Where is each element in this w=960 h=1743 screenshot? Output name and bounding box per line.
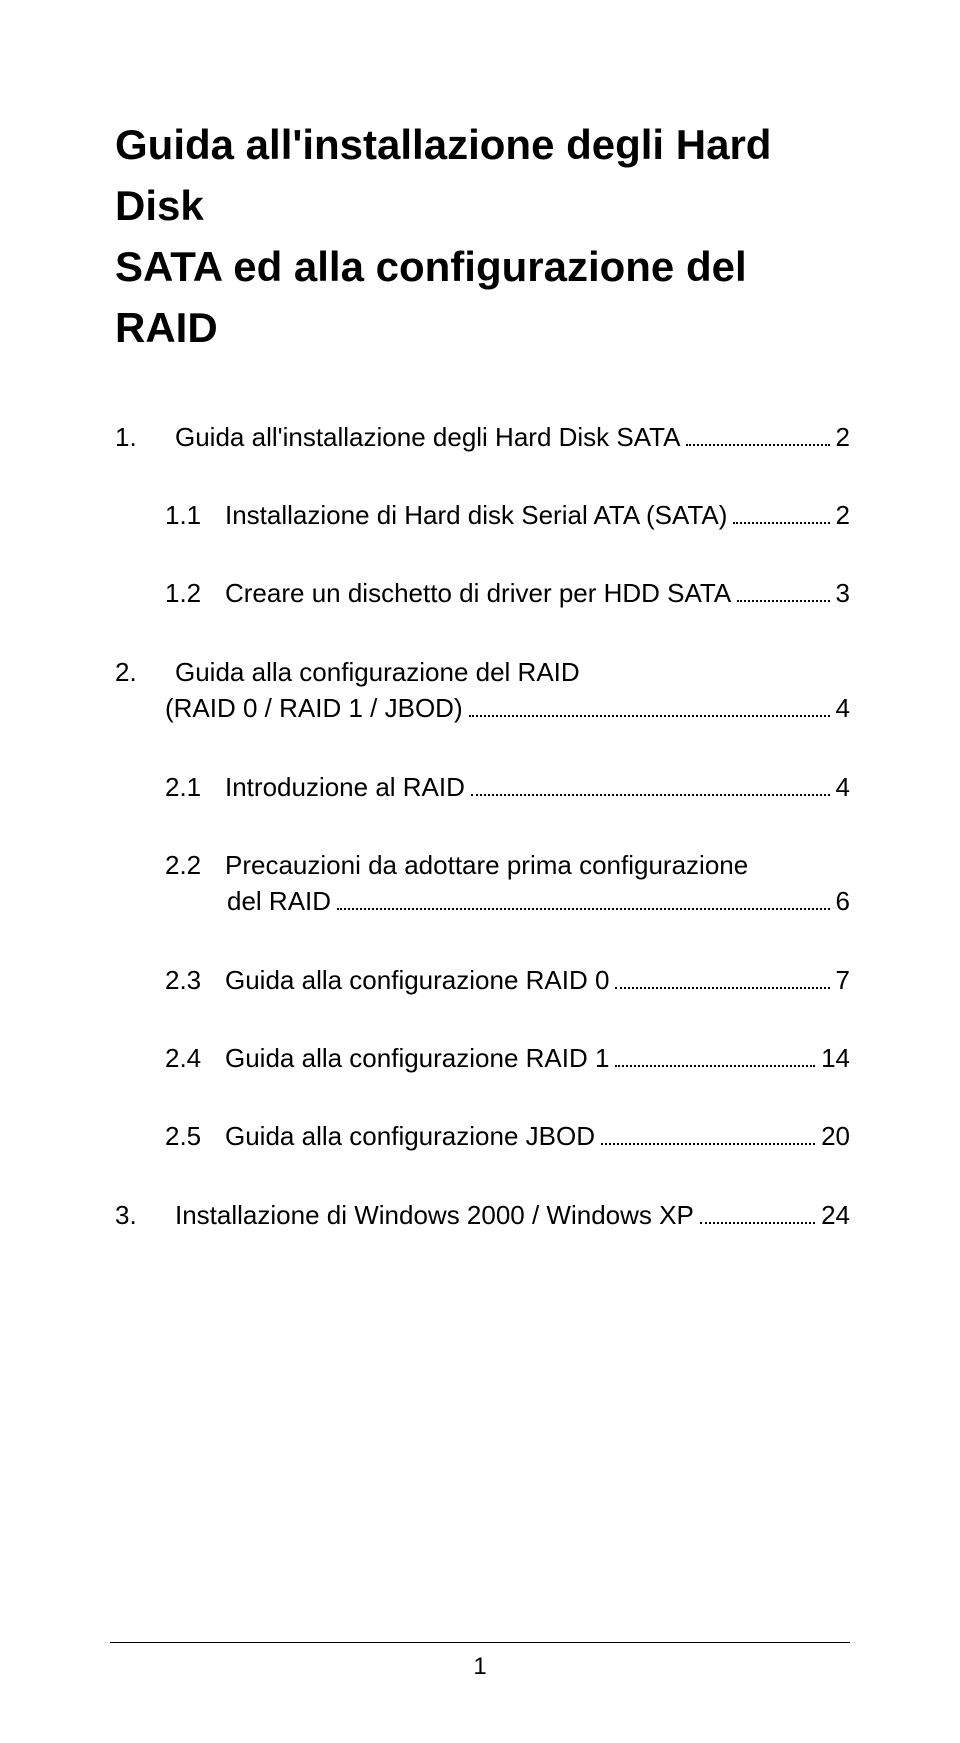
toc-leader-dots [615,987,829,989]
toc-leader-dots [686,444,829,446]
toc-entry-1-2: 1.2 Creare un dischetto di driver per HD… [115,575,850,611]
table-of-contents: 1. Guida all'installazione degli Hard Di… [115,419,850,1234]
toc-leader-dots [337,908,829,910]
toc-entry-2-4: 2.4 Guida alla configurazione RAID 1 14 [115,1040,850,1076]
toc-label: Guida all'installazione degli Hard Disk … [165,419,680,455]
toc-leader-dots [737,600,829,602]
toc-num: 2.4 [165,1040,215,1076]
toc-leader-dots [471,794,830,796]
toc-num: 2.3 [165,962,215,998]
toc-label-line2: (RAID 0 / RAID 1 / JBOD) [165,690,463,726]
toc-num: 1.2 [165,575,215,611]
toc-label-line1: Guida alla configurazione del RAID [165,654,580,690]
footer-page-number: 1 [0,1653,960,1681]
toc-page: 3 [836,575,850,611]
toc-num: 2. [115,654,165,690]
toc-leader-dots [469,715,830,717]
toc-num: 2.2 [165,847,215,883]
page-title: Guida all'installazione degli Hard Disk … [115,115,850,359]
toc-page: 20 [821,1118,850,1154]
toc-page: 14 [821,1040,850,1076]
toc-page: 4 [836,769,850,805]
toc-num: 1.1 [165,497,215,533]
toc-entry-2-5: 2.5 Guida alla configurazione JBOD 20 [115,1118,850,1154]
toc-label: Installazione di Windows 2000 / Windows … [165,1197,694,1233]
toc-page: 6 [836,883,850,919]
toc-label: Creare un dischetto di driver per HDD SA… [215,575,731,611]
toc-num: 2.1 [165,769,215,805]
toc-leader-dots [733,522,829,524]
toc-label: Guida alla configurazione JBOD [215,1118,595,1154]
toc-entry-1: 1. Guida all'installazione degli Hard Di… [115,419,850,455]
toc-entry-3: 3. Installazione di Windows 2000 / Windo… [115,1197,850,1233]
footer-rule [110,1642,850,1643]
title-line-2: SATA ed alla configurazione del RAID [115,237,850,359]
toc-leader-dots [700,1222,815,1224]
toc-label: Guida alla configurazione RAID 1 [215,1040,609,1076]
toc-label-line2: del RAID [227,883,331,919]
toc-entry-2-2: 2.2 Precauzioni da adottare prima config… [115,847,850,920]
toc-label: Guida alla configurazione RAID 0 [215,962,609,998]
toc-page: 2 [836,497,850,533]
toc-entry-2-3: 2.3 Guida alla configurazione RAID 0 7 [115,962,850,998]
toc-page: 7 [836,962,850,998]
document-page: Guida all'installazione degli Hard Disk … [0,0,960,1743]
toc-label-line1: Precauzioni da adottare prima configuraz… [215,847,748,883]
title-line-1: Guida all'installazione degli Hard Disk [115,115,850,237]
toc-page: 4 [836,690,850,726]
toc-page: 24 [821,1197,850,1233]
toc-entry-1-1: 1.1 Installazione di Hard disk Serial AT… [115,497,850,533]
toc-num: 2.5 [165,1118,215,1154]
toc-entry-2-1: 2.1 Introduzione al RAID 4 [115,769,850,805]
toc-leader-dots [601,1143,815,1145]
toc-label: Installazione di Hard disk Serial ATA (S… [215,497,727,533]
toc-page: 2 [836,419,850,455]
toc-num: 3. [115,1197,165,1233]
toc-num: 1. [115,419,165,455]
toc-leader-dots [615,1065,815,1067]
toc-entry-2: 2. Guida alla configurazione del RAID (R… [115,654,850,727]
toc-label: Introduzione al RAID [215,769,465,805]
